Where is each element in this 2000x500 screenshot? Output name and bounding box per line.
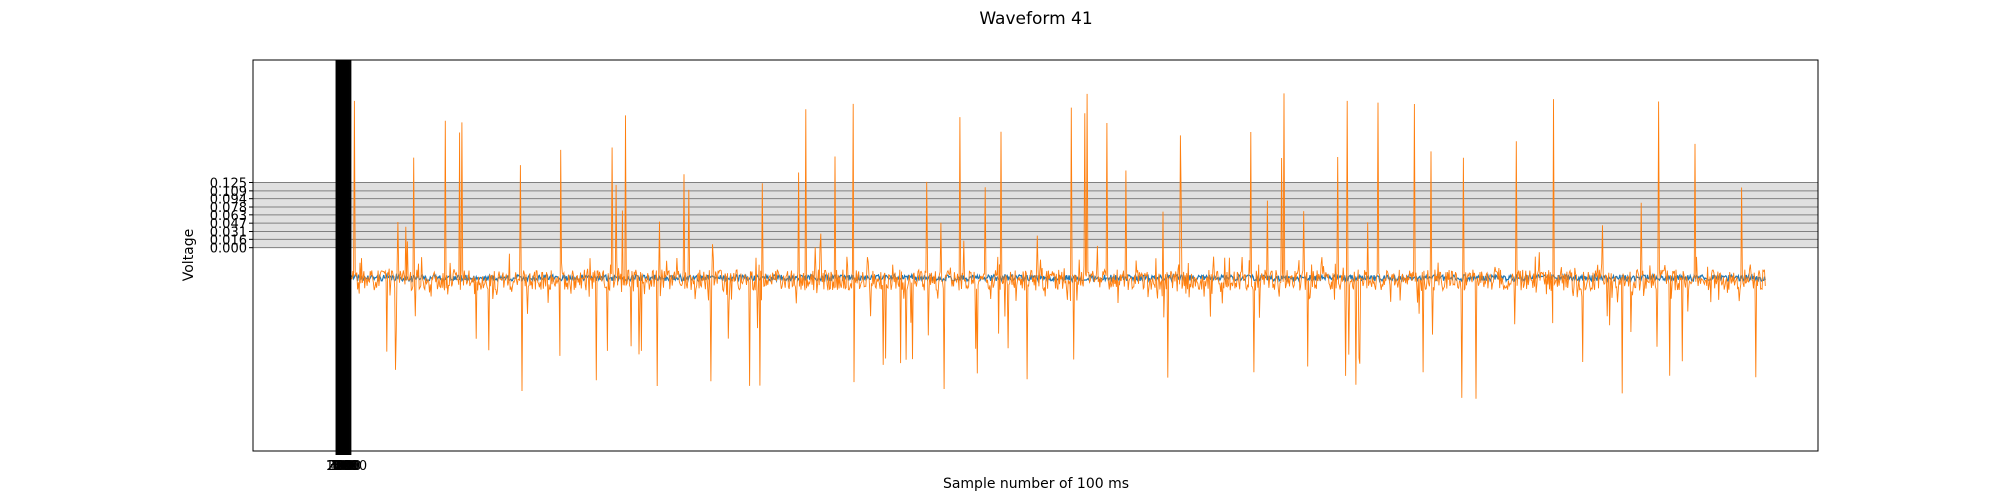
x-tick-label: 600 <box>333 459 358 474</box>
x-tick-label: 400 <box>330 459 355 474</box>
x-tick-label: 0 <box>332 459 340 474</box>
y-tick-label: 0.000 <box>210 242 247 257</box>
x-tick-label: 200 <box>327 459 352 474</box>
x-tick-label: 100 <box>326 459 351 474</box>
x-tick-label: 1000 <box>334 459 367 474</box>
y-grid <box>253 182 1818 249</box>
chart-title: Waveform 41 <box>979 9 1092 29</box>
y-tick-label: 0.016 <box>210 233 247 248</box>
x-tick-label: 500 <box>331 459 356 474</box>
x-tick-label: 800 <box>335 459 360 474</box>
y-tick-label: 0.063 <box>210 209 247 224</box>
x-tick-label: 300 <box>328 459 353 474</box>
y-tick-label: 0.078 <box>210 201 247 216</box>
y-tick-label: 0.094 <box>210 193 247 208</box>
y-tick-label: 0.109 <box>210 185 247 200</box>
x-tick-label: 700 <box>334 459 359 474</box>
series-line-2 <box>342 93 1766 399</box>
y-ticks: 0.0000.0160.0310.0470.0630.0780.0940.109… <box>210 177 253 257</box>
x-axis-label: Sample number of 100 ms <box>943 476 1129 492</box>
plot-frame <box>252 59 1819 452</box>
y-tick-label: 0.125 <box>210 177 247 192</box>
plot-area <box>342 93 1766 399</box>
y-axis-label: Voltage <box>181 229 197 282</box>
x-tick-label: 900 <box>337 459 362 474</box>
y-tick-label: 0.047 <box>210 217 247 232</box>
x-tick-cluster <box>335 60 350 455</box>
y-tick-label: 0.031 <box>210 226 247 241</box>
